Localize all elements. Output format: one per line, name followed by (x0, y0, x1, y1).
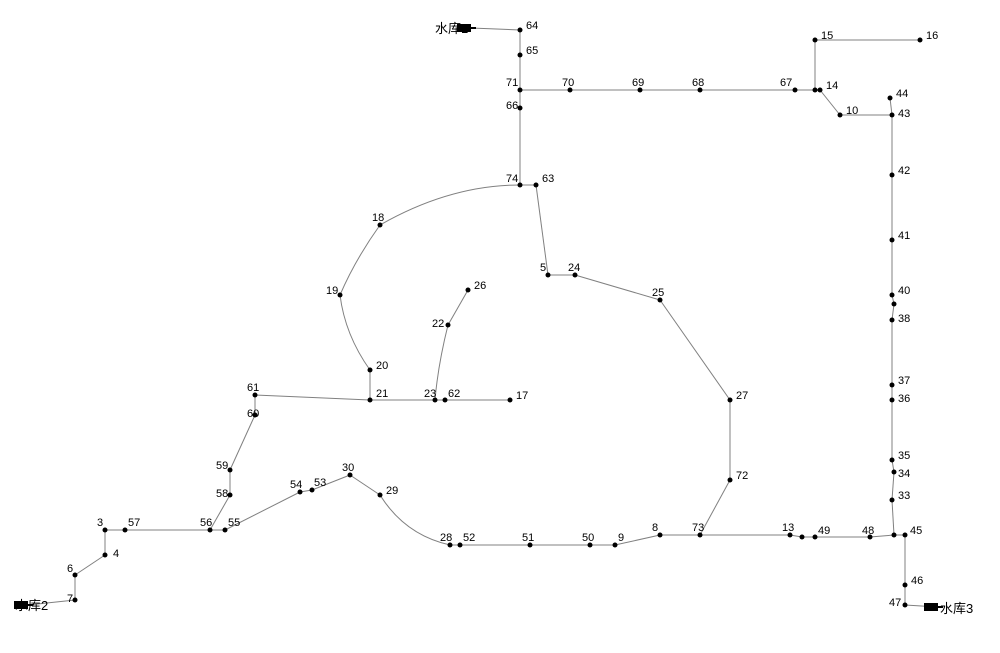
node (103, 553, 108, 558)
node (588, 543, 593, 548)
edge (870, 535, 894, 537)
edge (225, 492, 300, 530)
node (698, 533, 703, 538)
node (890, 173, 895, 178)
node (890, 458, 895, 463)
edge (380, 185, 520, 225)
edge (448, 290, 468, 325)
node (890, 498, 895, 503)
node (443, 398, 448, 403)
edge (660, 300, 730, 400)
node (103, 528, 108, 533)
node (73, 573, 78, 578)
node (228, 493, 233, 498)
node (613, 543, 618, 548)
node (123, 528, 128, 533)
node (793, 88, 798, 93)
node (890, 318, 895, 323)
edge (312, 475, 350, 490)
node (73, 598, 78, 603)
node (658, 533, 663, 538)
edge (892, 472, 894, 500)
node (310, 488, 315, 493)
edge (380, 495, 450, 545)
node (208, 528, 213, 533)
node (518, 183, 523, 188)
node (518, 88, 523, 93)
node (338, 293, 343, 298)
reservoir-label: 水库1 (435, 18, 468, 37)
reservoir-label: 水库2 (15, 595, 48, 614)
node (223, 528, 228, 533)
node (466, 288, 471, 293)
edge (575, 275, 660, 300)
node (890, 293, 895, 298)
node (433, 398, 438, 403)
node (534, 183, 539, 188)
node (890, 398, 895, 403)
node (890, 383, 895, 388)
node (458, 543, 463, 548)
node (573, 273, 578, 278)
node (446, 323, 451, 328)
node (508, 398, 513, 403)
node (892, 533, 897, 538)
node (868, 535, 873, 540)
node (813, 38, 818, 43)
node (378, 223, 383, 228)
node (568, 88, 573, 93)
edge (890, 98, 892, 115)
node (638, 88, 643, 93)
node (728, 398, 733, 403)
node (838, 113, 843, 118)
edge (350, 475, 380, 495)
edge (255, 395, 370, 400)
node (546, 273, 551, 278)
edge (230, 415, 255, 470)
node (813, 535, 818, 540)
node (903, 583, 908, 588)
node (788, 533, 793, 538)
node (228, 468, 233, 473)
edge (340, 225, 380, 295)
node (528, 543, 533, 548)
edge (435, 325, 448, 400)
node (298, 490, 303, 495)
node (253, 413, 258, 418)
node (800, 535, 805, 540)
node (658, 298, 663, 303)
node (348, 473, 353, 478)
node (892, 302, 897, 307)
reservoir-label: 水库3 (940, 598, 973, 617)
node (518, 28, 523, 33)
node (518, 53, 523, 58)
edge (615, 535, 660, 545)
node (518, 106, 523, 111)
node (890, 113, 895, 118)
edge (340, 295, 370, 370)
node (903, 533, 908, 538)
node (253, 393, 258, 398)
edge (75, 555, 105, 575)
network-canvas (0, 0, 1000, 653)
node (698, 88, 703, 93)
edge (536, 185, 548, 275)
source-connector (471, 28, 520, 30)
node (448, 543, 453, 548)
edge (820, 90, 840, 115)
node (813, 88, 818, 93)
node (892, 470, 897, 475)
edge (892, 500, 894, 535)
edge (210, 495, 230, 530)
node (890, 238, 895, 243)
node (818, 88, 823, 93)
node (378, 493, 383, 498)
edge (700, 480, 730, 535)
node (888, 96, 893, 101)
node (903, 603, 908, 608)
node (728, 478, 733, 483)
node (368, 368, 373, 373)
node (368, 398, 373, 403)
node (918, 38, 923, 43)
